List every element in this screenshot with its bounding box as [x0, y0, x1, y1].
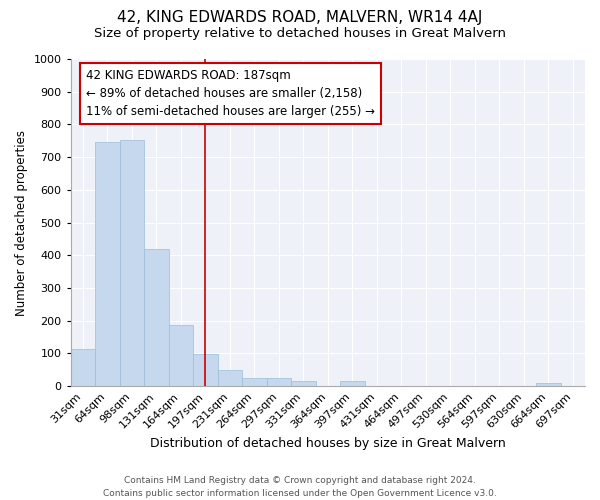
Bar: [193, 354, 218, 386]
Text: 42 KING EDWARDS ROAD: 187sqm
← 89% of detached houses are smaller (2,158)
11% of: 42 KING EDWARDS ROAD: 187sqm ← 89% of de…: [86, 69, 375, 118]
Bar: [536, 383, 560, 386]
Bar: [169, 324, 193, 386]
Bar: [144, 250, 169, 386]
X-axis label: Distribution of detached houses by size in Great Malvern: Distribution of detached houses by size …: [150, 437, 506, 450]
Bar: [242, 378, 266, 386]
Bar: [218, 370, 242, 386]
Y-axis label: Number of detached properties: Number of detached properties: [15, 130, 28, 316]
Bar: [95, 142, 119, 386]
Bar: [71, 348, 95, 386]
Bar: [340, 382, 365, 386]
Text: 42, KING EDWARDS ROAD, MALVERN, WR14 4AJ: 42, KING EDWARDS ROAD, MALVERN, WR14 4AJ: [118, 10, 482, 25]
Bar: [119, 140, 144, 386]
Bar: [291, 380, 316, 386]
Text: Contains HM Land Registry data © Crown copyright and database right 2024.
Contai: Contains HM Land Registry data © Crown c…: [103, 476, 497, 498]
Bar: [266, 378, 291, 386]
Text: Size of property relative to detached houses in Great Malvern: Size of property relative to detached ho…: [94, 28, 506, 40]
